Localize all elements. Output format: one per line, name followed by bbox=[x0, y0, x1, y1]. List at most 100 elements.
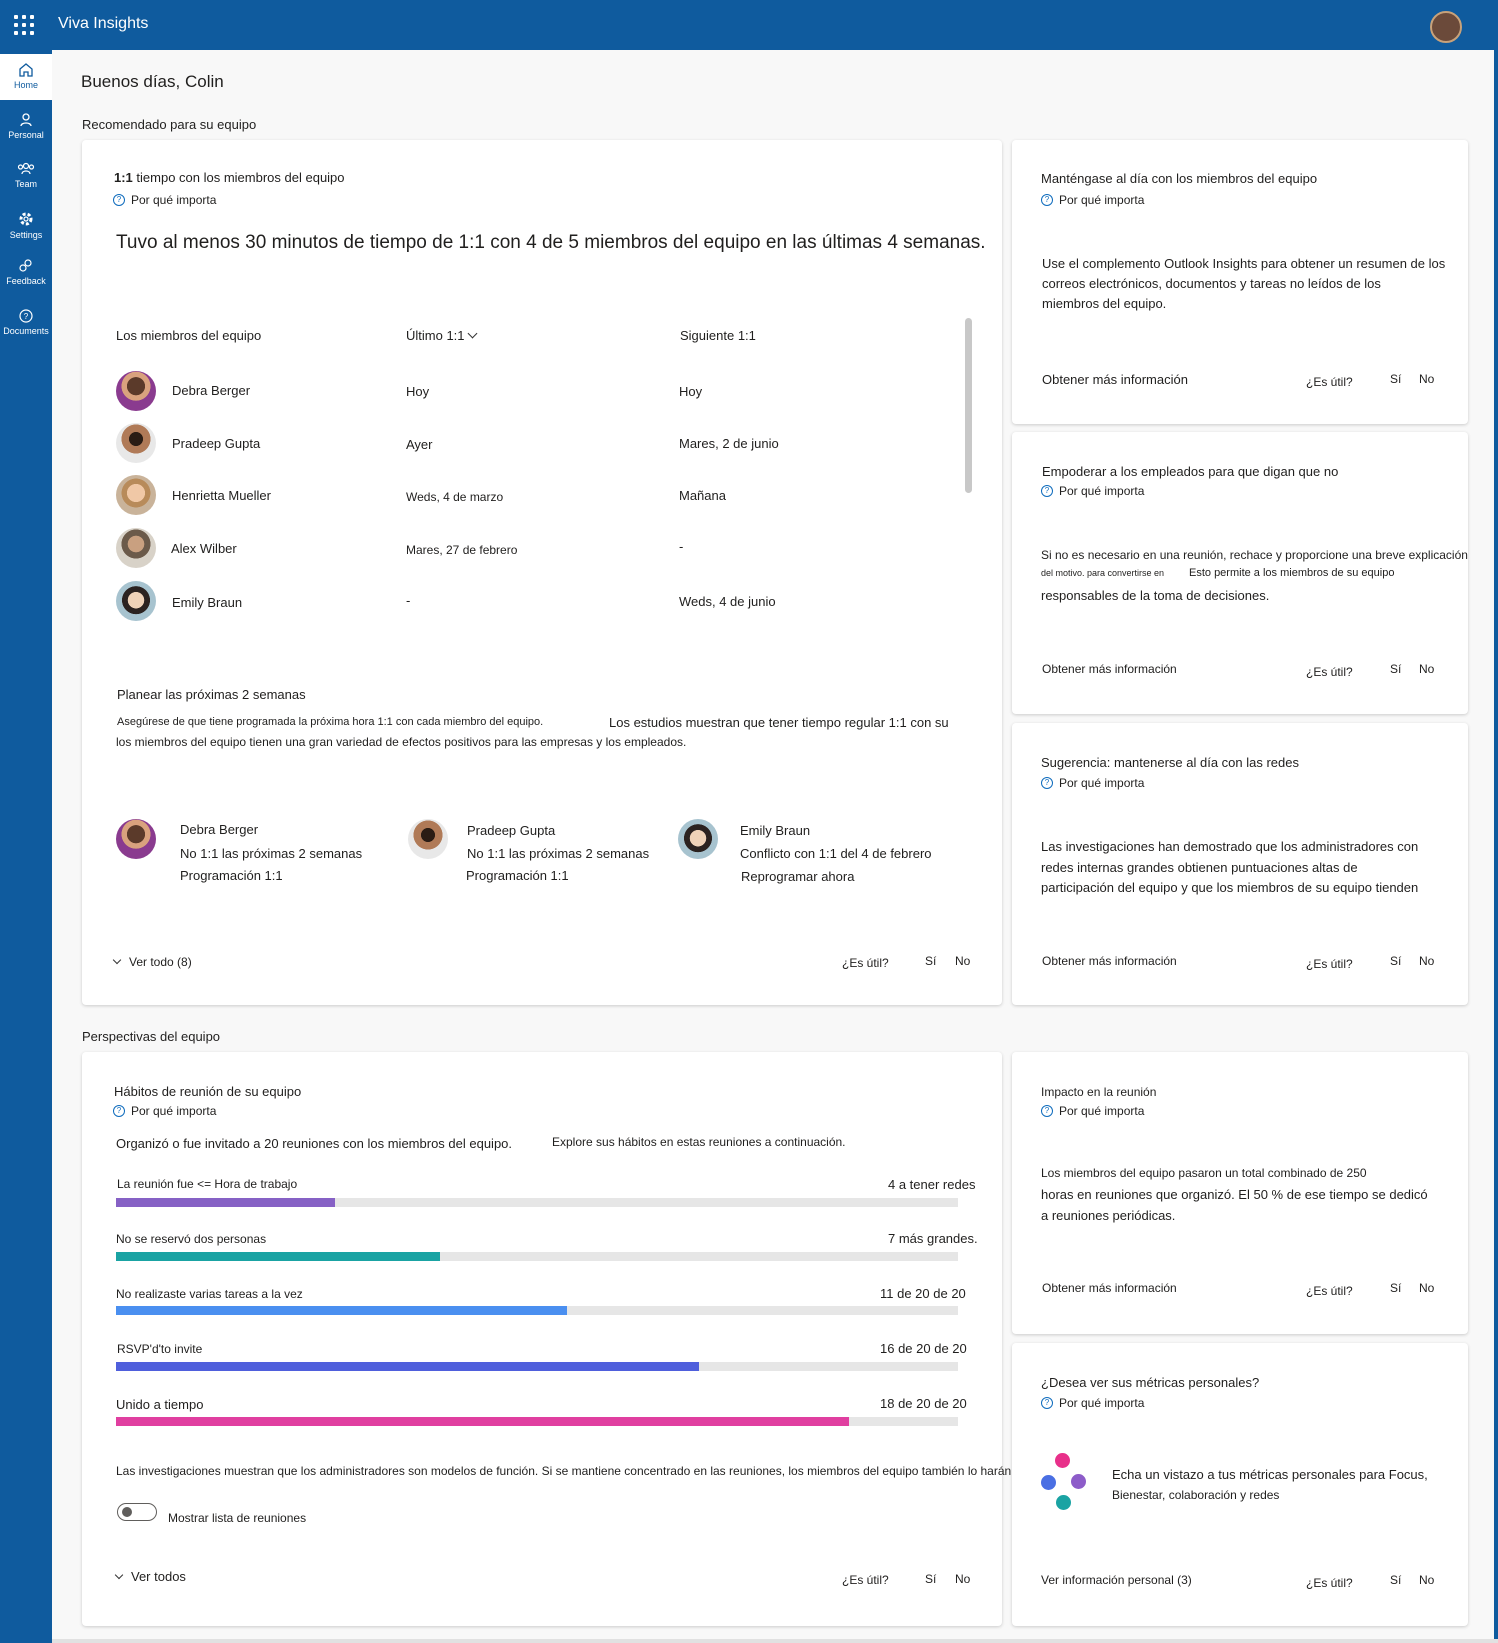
last-one-on-one: - bbox=[406, 593, 411, 608]
nav-label: Personal bbox=[8, 130, 44, 140]
bar-value: 7 más grandes. bbox=[888, 1231, 978, 1246]
last-one-on-one: Ayer bbox=[406, 437, 433, 452]
personal-insights-link[interactable]: Ver información personal (3) bbox=[1041, 1573, 1192, 1587]
column-header-label: Último 1:1 bbox=[406, 328, 465, 343]
habit-bar-track bbox=[116, 1306, 958, 1315]
feedback-no-button[interactable]: No bbox=[1419, 1281, 1435, 1295]
meeting-list-toggle[interactable] bbox=[117, 1503, 157, 1521]
plan-text: los miembros del equipo tienen una gran … bbox=[116, 735, 687, 749]
why-it-matters-link[interactable]: ? Por qué importa bbox=[113, 1104, 216, 1118]
feedback-yes-button[interactable]: Sí bbox=[1390, 1573, 1402, 1587]
why-it-matters-link[interactable]: ? Por qué importa bbox=[113, 193, 216, 207]
plan-person-status: No 1:1 las próximas 2 semanas bbox=[180, 846, 363, 861]
member-name[interactable]: Debra Berger bbox=[172, 383, 251, 398]
member-name[interactable]: Emily Braun bbox=[172, 595, 243, 610]
avatar bbox=[116, 528, 156, 568]
feedback-yes-button[interactable]: Sí bbox=[1390, 662, 1402, 676]
habit-bar-fill bbox=[116, 1362, 699, 1371]
nav-label: Home bbox=[13, 80, 38, 90]
last-one-on-one: Weds, 4 de marzo bbox=[406, 490, 504, 504]
schedule-button[interactable]: Programación 1:1 bbox=[466, 868, 569, 883]
table-scrollbar[interactable] bbox=[965, 318, 972, 493]
plan-text: Asegúrese de que tiene programada la pró… bbox=[117, 716, 544, 728]
feedback-yes-button[interactable]: Sí bbox=[1390, 1281, 1402, 1295]
card-title: 1:1 tiempo con los miembros del equipo bbox=[114, 170, 345, 185]
card-body: Bienestar, colaboración y redes bbox=[1112, 1488, 1280, 1502]
user-avatar[interactable] bbox=[1430, 11, 1462, 43]
learn-more-link[interactable]: Obtener más información bbox=[1042, 954, 1177, 968]
card-title: ¿Desea ver sus métricas personales? bbox=[1041, 1375, 1260, 1390]
card-title: Empoderar a los empleados para que digan… bbox=[1042, 464, 1339, 479]
why-label: Por qué importa bbox=[131, 193, 217, 207]
chevron-down-icon bbox=[112, 955, 122, 965]
why-label: Por qué importa bbox=[1059, 1104, 1145, 1118]
habit-bar-track bbox=[116, 1417, 958, 1426]
why-it-matters-link[interactable]: ? Por qué importa bbox=[1041, 193, 1144, 207]
learn-more-link[interactable]: Obtener más información bbox=[1042, 662, 1177, 676]
next-one-on-one: Mares, 2 de junio bbox=[679, 436, 779, 451]
nav-item-settings[interactable]: Settings bbox=[0, 202, 52, 248]
habit-bar-track bbox=[116, 1252, 958, 1261]
one-on-one-card bbox=[82, 140, 1002, 1005]
bar-label: No se reservó dos personas bbox=[116, 1232, 267, 1246]
see-all-button[interactable]: Ver todo (8) bbox=[112, 955, 192, 969]
section-title-team-perspectives: Perspectivas del equipo bbox=[82, 1029, 221, 1044]
why-it-matters-link[interactable]: ? Por qué importa bbox=[1041, 1104, 1144, 1118]
bar-value: 16 de 20 de 20 bbox=[880, 1341, 967, 1356]
feedback-question: ¿Es útil? bbox=[842, 956, 889, 970]
side-card-empower bbox=[1012, 432, 1468, 714]
nav-item-feedback[interactable]: Feedback bbox=[0, 250, 52, 296]
card-body: Use el complemento Outlook Insights para… bbox=[1042, 256, 1446, 271]
title-rest: tiempo con los miembros del equipo bbox=[132, 170, 345, 185]
avatar bbox=[116, 371, 156, 411]
avatar bbox=[678, 819, 718, 859]
bar-value: 18 de 20 de 20 bbox=[880, 1396, 967, 1411]
nav-item-home[interactable]: Home bbox=[0, 54, 52, 100]
feedback-no-button[interactable]: No bbox=[955, 1572, 971, 1586]
research-text: Las investigaciones muestran que los adm… bbox=[116, 1464, 1012, 1478]
plan-title: Planear las próximas 2 semanas bbox=[117, 687, 306, 702]
feedback-no-button[interactable]: No bbox=[1419, 372, 1435, 386]
column-header-last[interactable]: Último 1:1 bbox=[406, 328, 477, 343]
feedback-no-button[interactable]: No bbox=[955, 954, 971, 968]
card-title: Manténgase al día con los miembros del e… bbox=[1041, 171, 1318, 186]
plan-person-name: Pradeep Gupta bbox=[467, 823, 556, 838]
avatar bbox=[408, 819, 448, 859]
card-body: Esto permite a los miembros de su equipo bbox=[1189, 567, 1395, 579]
schedule-button[interactable]: Programación 1:1 bbox=[180, 868, 283, 883]
app-launcher-icon[interactable] bbox=[14, 15, 34, 35]
team-icon bbox=[17, 162, 35, 175]
why-it-matters-link[interactable]: ? Por qué importa bbox=[1041, 776, 1144, 790]
why-it-matters-link[interactable]: ? Por qué importa bbox=[1041, 484, 1144, 498]
card-body: correos electrónicos, documentos y tarea… bbox=[1042, 276, 1381, 291]
top-bar: Viva Insights bbox=[0, 0, 1498, 50]
learn-more-link[interactable]: Obtener más información bbox=[1042, 1281, 1177, 1295]
reschedule-button[interactable]: Reprogramar ahora bbox=[741, 869, 855, 884]
avatar bbox=[116, 475, 156, 515]
why-it-matters-link[interactable]: ? Por qué importa bbox=[1041, 1396, 1144, 1410]
left-nav-rail: Home Personal Team Settings Feedback ? D… bbox=[0, 50, 52, 1643]
nav-item-documents[interactable]: ? Documents bbox=[0, 300, 52, 346]
feedback-yes-button[interactable]: Sí bbox=[1390, 372, 1402, 386]
see-all-button[interactable]: Ver todos bbox=[114, 1569, 186, 1584]
plan-person-status: Conflicto con 1:1 del 4 de febrero bbox=[740, 846, 932, 861]
member-name[interactable]: Pradeep Gupta bbox=[172, 436, 261, 451]
side-card-stay-updated bbox=[1012, 140, 1468, 424]
feedback-yes-button[interactable]: Sí bbox=[925, 954, 937, 968]
member-name[interactable]: Henrietta Mueller bbox=[172, 488, 271, 503]
feedback-no-button[interactable]: No bbox=[1419, 954, 1435, 968]
next-one-on-one: - bbox=[679, 539, 684, 554]
why-label: Por qué importa bbox=[1059, 193, 1145, 207]
toggle-label: Mostrar lista de reuniones bbox=[168, 1511, 307, 1525]
learn-more-link[interactable]: Obtener más información bbox=[1042, 372, 1188, 387]
member-name[interactable]: Alex Wilber bbox=[171, 541, 237, 556]
feedback-yes-button[interactable]: Sí bbox=[925, 1572, 937, 1586]
feedback-no-button[interactable]: No bbox=[1419, 1573, 1435, 1587]
nav-label: Settings bbox=[9, 230, 43, 240]
feedback-no-button[interactable]: No bbox=[1419, 662, 1435, 676]
feedback-yes-button[interactable]: Sí bbox=[1390, 954, 1402, 968]
nav-item-team[interactable]: Team bbox=[0, 153, 52, 199]
nav-item-personal[interactable]: Personal bbox=[0, 104, 52, 150]
why-label: Por qué importa bbox=[1059, 776, 1145, 790]
bar-label: La reunión fue <= Hora de trabajo bbox=[117, 1177, 298, 1191]
